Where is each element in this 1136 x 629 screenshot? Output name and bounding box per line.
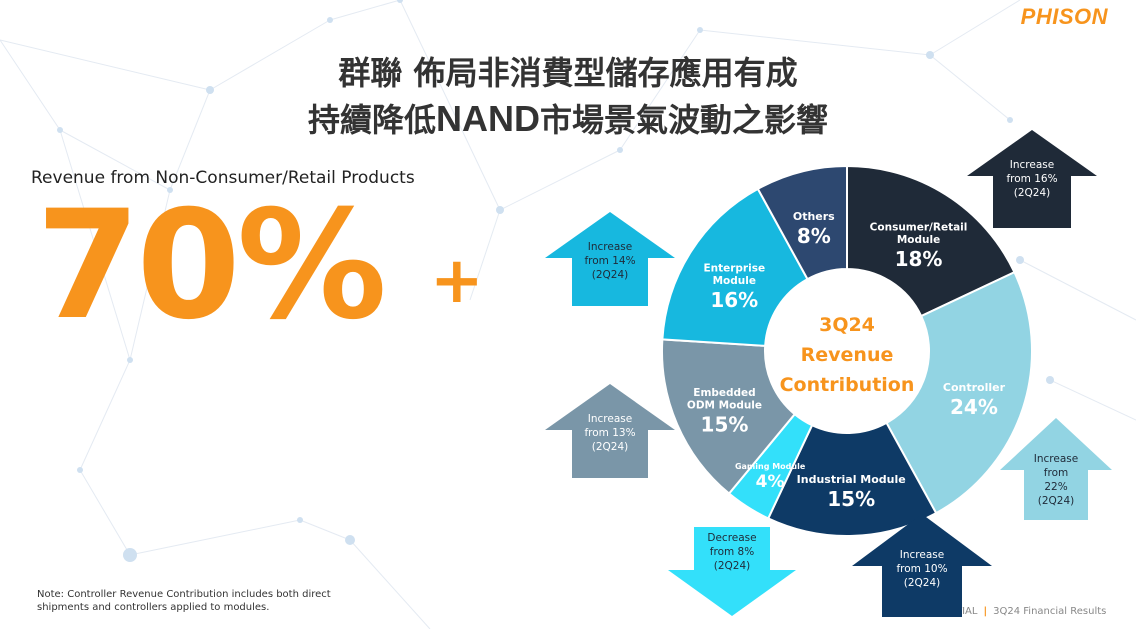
footer-left-text: TIAL	[956, 606, 978, 617]
slice-others	[756, 164, 848, 281]
arrow-text-controller: from	[1044, 467, 1068, 479]
slice-label-controller: Controller	[943, 381, 1006, 394]
slice-consumer-retail-module	[846, 164, 1016, 318]
footer-right-text: 3Q24 Financial Results	[993, 606, 1107, 617]
phison-logo: PHISON	[1020, 4, 1108, 29]
arrow-text-embedded-odm-module: Increase	[588, 413, 632, 425]
arrow-controller	[1000, 418, 1112, 520]
title-line2-nand: NAND	[436, 98, 540, 139]
arrow-text-controller: (2Q24)	[1038, 495, 1075, 507]
arrow-consumer-retail-module	[967, 130, 1097, 228]
arrow-industrial-module	[852, 514, 992, 617]
arrow-text-enterprise-module: Increase	[588, 241, 632, 253]
slice-label-embedded-odm-module: Embedded	[693, 387, 755, 399]
donut-slices	[661, 164, 1033, 537]
title-line2-prefix: 持續降低	[307, 101, 436, 139]
center-label: 3Q24	[819, 314, 875, 336]
slice-value-consumer-retail-module: 18%	[895, 247, 943, 271]
arrow-text-consumer-retail-module: (2Q24)	[1014, 187, 1051, 199]
slice-label-others: Others	[793, 210, 835, 223]
arrow-text-industrial-module: Increase	[900, 549, 944, 561]
arrow-text-embedded-odm-module: from 13%	[584, 427, 635, 439]
slice-label-consumer-retail-module: Module	[897, 234, 940, 246]
arrow-text-industrial-module: from 10%	[896, 563, 947, 575]
arrow-text-gaming-module: from 8%	[710, 546, 754, 558]
footer-separator: |	[983, 606, 988, 617]
title-line2-suffix: 市場景氣波動之影響	[540, 101, 829, 139]
arrow-text-enterprise-module: (2Q24)	[592, 269, 629, 281]
big-plus-sign: +	[430, 244, 484, 318]
center-label: Contribution	[780, 374, 915, 396]
big-percentage: 70%	[36, 179, 387, 353]
arrow-text-controller: 22%	[1044, 481, 1067, 493]
slice-label-enterprise-module: Enterprise	[703, 262, 765, 274]
arrow-enterprise-module	[545, 212, 675, 306]
slice-label-gaming-module: Gaming Module	[735, 462, 806, 471]
slice-value-industrial-module: 15%	[827, 487, 875, 511]
slice-enterprise-module	[661, 187, 809, 347]
slice-label-industrial-module: Industrial Module	[797, 473, 906, 486]
arrow-text-industrial-module: (2Q24)	[904, 577, 941, 589]
change-annotations: Increase from 16% (2Q24) Increase from 22% (2Q…	[545, 130, 1112, 617]
arrow-text-consumer-retail-module: Increase	[1010, 159, 1054, 171]
slice-industrial-module	[766, 421, 938, 537]
arrow-text-controller: Increase	[1034, 453, 1078, 465]
footer: TIAL | 3Q24 Financial Results	[956, 606, 1106, 617]
slice-label-consumer-retail-module: Consumer/Retail	[870, 221, 968, 233]
arrow-text-enterprise-module: from 14%	[584, 255, 635, 267]
slice-value-embedded-odm-module: 15%	[701, 413, 749, 437]
arrow-text-gaming-module: (2Q24)	[714, 560, 751, 572]
slice-value-others: 8%	[797, 224, 831, 248]
slice-labels: Consumer/RetailModule18%Controller24%Ind…	[687, 210, 1006, 511]
arrow-embedded-odm-module	[545, 384, 675, 478]
arrow-text-gaming-module: Decrease	[707, 532, 756, 544]
slice-label-embedded-odm-module: ODM Module	[687, 400, 762, 412]
slice-label-enterprise-module: Module	[713, 275, 756, 287]
slice-value-gaming-module: 4%	[756, 472, 785, 492]
arrow-text-consumer-retail-module: from 16%	[1006, 173, 1057, 185]
revenue-subtitle: Revenue from Non-Consumer/Retail Product…	[31, 168, 415, 188]
slice-value-enterprise-module: 16%	[710, 288, 758, 312]
arrow-gaming-module	[668, 527, 796, 616]
slice-value-controller: 24%	[950, 395, 998, 419]
slice-embedded-odm-module	[661, 338, 797, 495]
page-title-line2: 持續降低NAND市場景氣波動之影響	[0, 98, 1136, 141]
footnote: Note: Controller Revenue Contribution in…	[37, 589, 331, 613]
arrow-text-embedded-odm-module: (2Q24)	[592, 441, 629, 453]
center-label: Revenue	[801, 344, 894, 366]
page-title-line1: 群聯 佈局非消費型儲存應用有成	[338, 54, 798, 92]
slice-controller	[885, 270, 1033, 515]
